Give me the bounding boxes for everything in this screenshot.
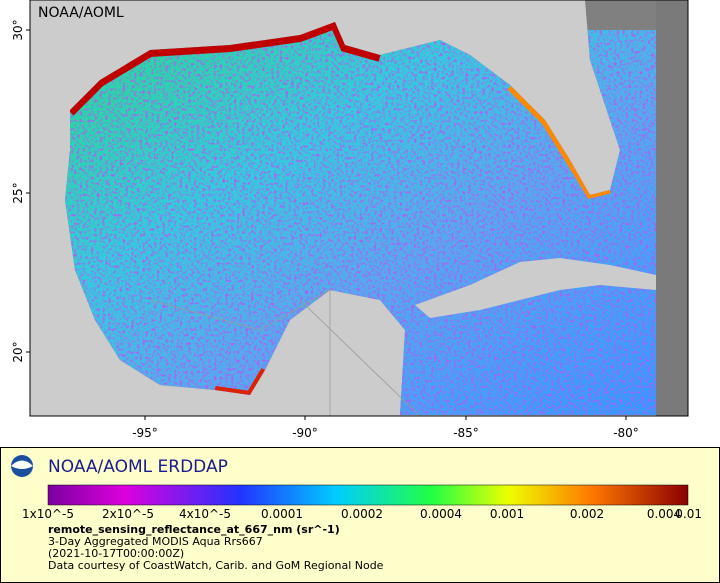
noaa-logo-bird [11, 460, 33, 469]
colorbar-label: 0.004 [647, 507, 681, 521]
lat-label: 20° [11, 341, 25, 362]
colorbar-label: 4x10^-5 [179, 507, 231, 521]
map-area: NOAA/AOML [29, 0, 689, 417]
watermark: NOAA/AOML [38, 5, 124, 21]
colorbar-label: 0.01 [675, 507, 702, 521]
description-line: Data courtesy of CoastWatch, Carib. and … [48, 559, 384, 572]
description-line: 3-Day Aggregated MODIS Aqua Rrs667 [48, 535, 263, 548]
lon-label: -85° [453, 426, 479, 440]
coastal-high [507, 84, 611, 200]
colorbar-label: 0.0002 [341, 507, 383, 521]
colorbar-label: 0.001 [490, 507, 524, 521]
lon-axis: -95° -90° -85° -80° [132, 416, 639, 440]
colorbar-label: 0.0001 [261, 507, 303, 521]
lon-label: -95° [132, 426, 158, 440]
legend-box [0, 447, 720, 583]
lat-axis: 30° 25° 20° [11, 19, 30, 363]
colorbar [47, 484, 689, 506]
colorbar-label: 0.0004 [420, 507, 462, 521]
cuba [415, 258, 656, 318]
description-line: (2021-10-17T00:00:00Z) [48, 547, 184, 560]
legend-panel: NOAA/AOML ERDDAP 1x10^-5 2x10^-5 4x10^-5… [0, 447, 720, 583]
lat-label: 25° [11, 182, 25, 203]
borders [149, 289, 421, 417]
colorbar-label: 1x10^-5 [22, 507, 74, 521]
coastal-high [66, 17, 382, 116]
no-data-strip [656, 0, 688, 416]
colorbar-label: 2x10^-5 [102, 507, 154, 521]
map-frame [29, 0, 689, 417]
legend-title: NOAA/AOML ERDDAP [48, 457, 228, 477]
lon-label: -90° [292, 426, 318, 440]
lon-label: -80° [613, 426, 639, 440]
variable-name: remote_sensing_reflectance_at_667_nm (sr… [48, 523, 340, 536]
colorbar-label: 0.002 [570, 507, 604, 521]
lat-label: 30° [11, 19, 25, 40]
